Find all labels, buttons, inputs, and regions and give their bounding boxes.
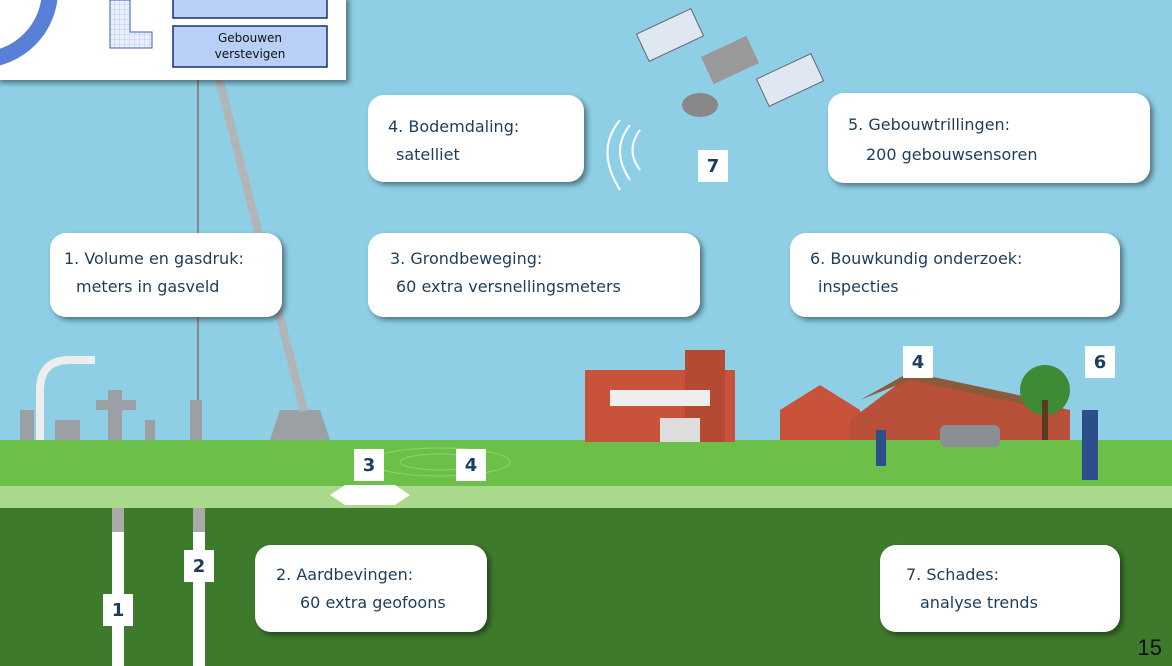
- badge-label: 2: [193, 556, 206, 577]
- callout-title: 2. Aardbevingen:: [276, 565, 413, 584]
- inset: Gebouwen verstevigen: [0, 0, 346, 80]
- badge-box: [903, 346, 933, 378]
- button-label: Gebouwen: [218, 31, 282, 45]
- callout-detail: 200 gebouwsensoren: [866, 145, 1037, 164]
- badges: 1 2 3 4 4 6 7: [103, 150, 1115, 626]
- badge-label: 4: [465, 455, 478, 476]
- wells: [112, 508, 205, 666]
- callout-detail: 60 extra versnellingsmeters: [396, 277, 621, 296]
- callout-title: 7. Schades:: [906, 565, 999, 584]
- buildings: [585, 350, 1098, 480]
- badge-box: [698, 150, 728, 182]
- callout-title: 3. Grondbeweging:: [390, 249, 542, 268]
- badge-label: 1: [112, 600, 125, 621]
- badge-box: [456, 449, 486, 481]
- callout-texts: 1. Volume en gasdruk: meters in gasveld …: [64, 115, 1038, 612]
- callout-title: 1. Volume en gasdruk:: [64, 249, 244, 268]
- callout-title: 5. Gebouwtrillingen:: [848, 115, 1010, 134]
- badge-box: [103, 594, 133, 626]
- badge-label: 3: [363, 455, 376, 476]
- callout-detail: satelliet: [396, 145, 460, 164]
- callout-detail: inspecties: [818, 277, 899, 296]
- grass: [0, 440, 1172, 486]
- badge-label: 7: [707, 156, 720, 177]
- badge-label: 6: [1094, 352, 1107, 373]
- callout-boxes: [50, 93, 1150, 632]
- satellite: [606, 8, 825, 191]
- button-label: verstevigen: [215, 47, 286, 61]
- callout-detail: 60 extra geofoons: [300, 593, 446, 612]
- sensor: [330, 485, 410, 505]
- callout-title: 6. Bouwkundig onderzoek:: [810, 249, 1022, 268]
- callout-title: 4. Bodemdaling:: [388, 117, 519, 136]
- badge-box: [1085, 346, 1115, 378]
- badge-box: [184, 550, 214, 582]
- soil-strip: [0, 486, 1172, 508]
- callout-detail: analyse trends: [920, 593, 1038, 612]
- badge-box: [354, 449, 384, 481]
- badge-label: 4: [912, 352, 925, 373]
- page-number: 15: [1138, 635, 1162, 660]
- callout-detail: meters in gasveld: [76, 277, 219, 296]
